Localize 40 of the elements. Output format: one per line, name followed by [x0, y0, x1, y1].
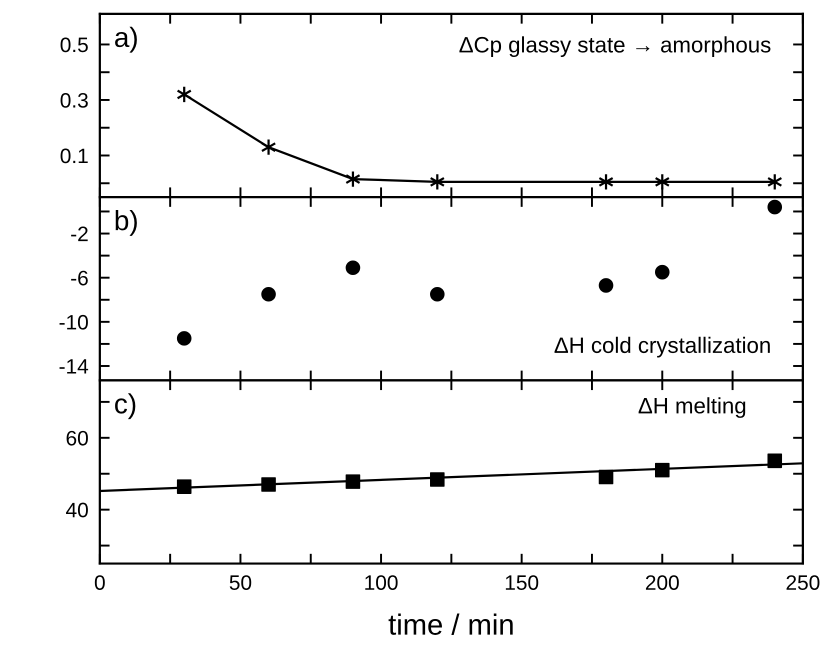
annotation: ΔH cold crystallization — [554, 336, 770, 358]
point — [430, 472, 445, 487]
x-axis-title: time / min — [388, 614, 513, 635]
y-tick-label: 0.1 — [60, 148, 88, 164]
x-tick-label: 250 — [786, 575, 820, 590]
point — [346, 474, 360, 489]
point — [176, 331, 192, 346]
x-tick-label: 50 — [230, 575, 252, 590]
y-tick-label: 0.3 — [60, 92, 88, 108]
annotation: c) — [115, 393, 136, 420]
point — [767, 200, 782, 214]
point — [767, 454, 782, 468]
point — [346, 260, 360, 276]
y-tick-label: -10 — [60, 314, 88, 330]
y-tick-label: -14 — [60, 359, 88, 374]
y-tick-label: 0.5 — [60, 37, 88, 52]
point — [176, 86, 192, 104]
x-tick-label: 0 — [94, 575, 105, 590]
y-tick-label: 60 — [66, 430, 88, 446]
y-tick-label: -2 — [71, 226, 88, 242]
point — [598, 278, 614, 293]
point — [261, 477, 276, 492]
point — [654, 264, 670, 280]
x-tick-label: 150 — [506, 575, 538, 590]
point — [176, 479, 192, 494]
y-tick-label: -6 — [71, 270, 88, 286]
annotation: a) — [115, 26, 137, 53]
annotation: ΔCp glassy state → amorphous — [459, 36, 770, 58]
point — [430, 286, 445, 302]
annotation: b) — [116, 210, 137, 236]
point — [261, 286, 276, 302]
point — [598, 470, 614, 484]
annotation: ΔH melting — [638, 397, 746, 418]
point — [430, 173, 446, 191]
y-tick-label: 40 — [66, 502, 88, 518]
point — [654, 462, 670, 478]
x-tick-label: 100 — [365, 575, 398, 590]
point — [654, 173, 670, 191]
x-tick-label: 200 — [646, 575, 679, 590]
point — [767, 173, 782, 191]
